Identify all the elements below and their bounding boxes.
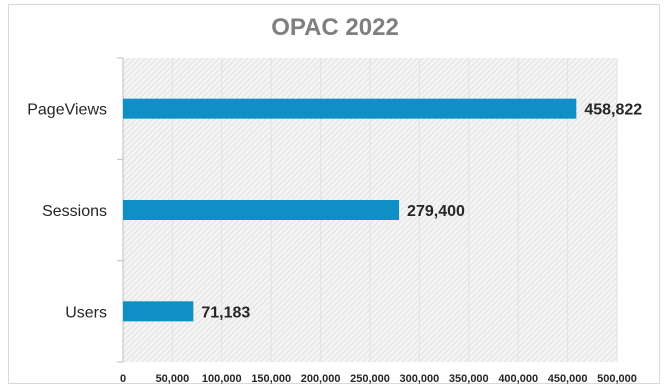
bar-users [123,301,194,322]
category-label-pageviews: PageViews [27,102,107,119]
category-label-users: Users [65,304,107,321]
x-tick-label-2: 100,000 [202,373,242,385]
bar-pageviews [123,98,577,119]
x-tick-label-8: 400,000 [498,373,538,385]
bar-sessions [123,200,400,220]
x-tick-label-5: 250,000 [350,373,390,385]
x-tick-label-7: 350,000 [449,373,489,385]
category-label-sessions: Sessions [42,203,107,220]
chart-title: OPAC 2022 [271,14,399,41]
x-tick-label-3: 150,000 [251,373,291,385]
x-tick-label-10: 500,000 [597,373,637,385]
data-label-users: 71,183 [201,304,250,321]
x-tick-label-0: 0 [120,373,126,385]
x-tick-label-1: 50,000 [156,373,190,385]
x-tick-label-6: 300,000 [400,373,440,385]
data-label-pageviews: 458,822 [584,102,642,119]
x-tick-label-9: 450,000 [548,373,588,385]
data-label-sessions: 279,400 [407,203,465,220]
x-tick-label-4: 200,000 [301,373,341,385]
